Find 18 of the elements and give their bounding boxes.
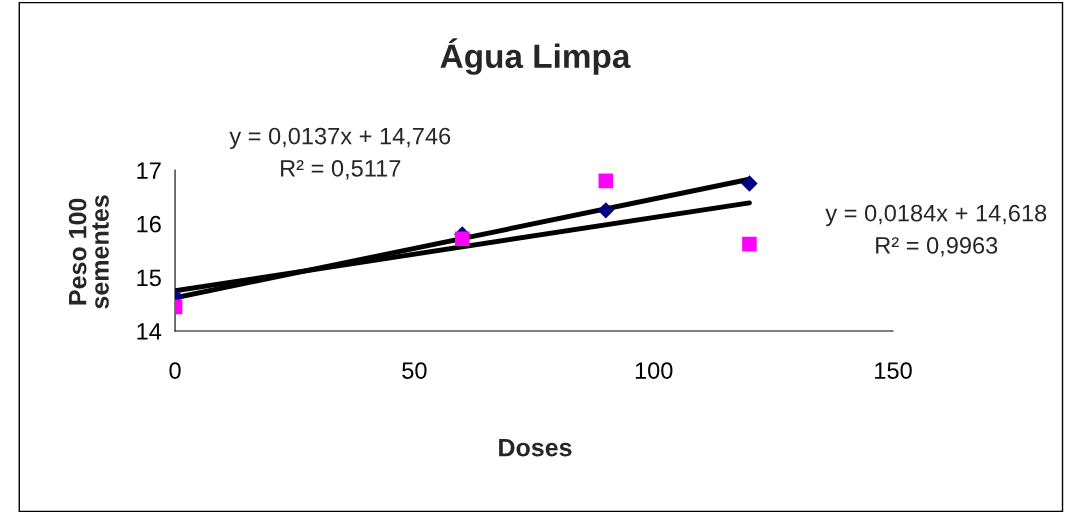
point xyxy=(741,175,758,192)
point xyxy=(742,236,757,252)
x-axis-title: Doses xyxy=(499,439,572,457)
point xyxy=(454,231,470,247)
y-axis-title: Peso 100 sementes xyxy=(68,195,109,309)
y-tick-label: 17 xyxy=(137,162,161,179)
y-tick-label: 14 xyxy=(137,323,162,340)
x-tick-label: 0 xyxy=(169,362,181,379)
point xyxy=(597,202,615,219)
annotation: y = 0,0184x + 14,618 R² = 0,9963 xyxy=(825,204,1047,257)
chart-title: Água Limpa xyxy=(440,38,631,75)
point xyxy=(598,173,614,189)
x-tick-label: 50 xyxy=(402,362,427,379)
annotation: y = 0,0137x + 14,746 R² = 0,5117 xyxy=(229,127,451,180)
y-tick-label: 15 xyxy=(137,269,161,287)
x-tick-label: 150 xyxy=(875,362,912,379)
y-tick-label: 16 xyxy=(137,215,161,233)
x-tick-label: 100 xyxy=(635,362,673,379)
